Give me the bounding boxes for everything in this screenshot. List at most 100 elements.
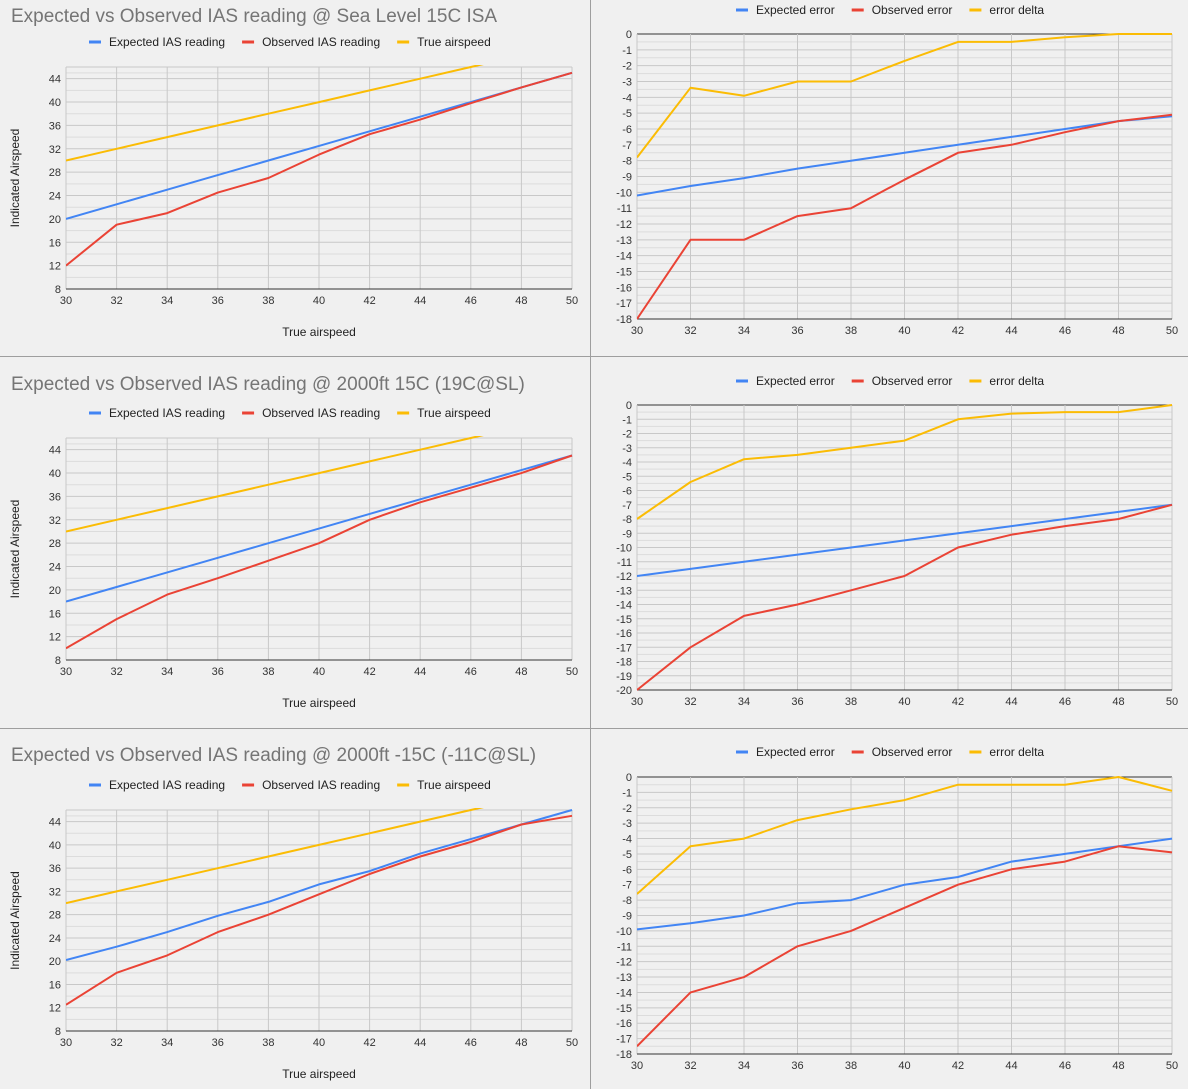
- x-axis-title: True airspeed: [282, 1067, 356, 1081]
- x-tick-label: 32: [684, 696, 696, 708]
- series-line-true-airspeed: [66, 808, 484, 905]
- series-line-error-delta: [637, 776, 1173, 895]
- y-tick-label: -4: [622, 834, 632, 846]
- x-tick-label: 42: [363, 1037, 375, 1049]
- chart-2000ft-15c-ias: 8 12 16 20 24 28 32 36 40 44 30 32 34 36 38 40 42 44 46 48 5…: [8, 406, 578, 710]
- y-tick-label: -7: [622, 500, 632, 512]
- x-tick-label: 42: [952, 696, 964, 708]
- x-tick-label: 32: [684, 325, 696, 337]
- x-tick-label: 32: [110, 295, 122, 307]
- series-line-error-delta: [637, 33, 1172, 159]
- chart-title: Expected vs Observed IAS reading @ Sea L…: [11, 6, 498, 27]
- x-tick-label: 40: [898, 325, 910, 337]
- legend-label-true-airspeed: True airspeed: [417, 778, 491, 792]
- y-tick-label: 8: [55, 1026, 61, 1038]
- x-tick-label: 30: [631, 696, 643, 708]
- legend-label-expected-ias-reading: Expected IAS reading: [109, 406, 225, 420]
- x-tick-label: 42: [363, 295, 375, 307]
- vertical-divider: [590, 0, 591, 1089]
- y-tick-label: 8: [55, 284, 61, 296]
- y-tick-label: 0: [626, 772, 632, 784]
- x-tick-label: 36: [791, 1060, 803, 1072]
- y-tick-label: -17: [616, 298, 632, 310]
- legend-label-expected-error: Expected error: [756, 745, 835, 759]
- y-tick-label: -19: [616, 671, 632, 683]
- y-tick-label: -8: [622, 895, 632, 907]
- x-tick-label: 50: [1166, 1060, 1178, 1072]
- y-tick-label: -8: [622, 156, 632, 168]
- x-tick-label: 48: [1112, 325, 1124, 337]
- series-line-observed-error: [637, 845, 1173, 1048]
- legend-label-expected-ias-reading: Expected IAS reading: [109, 778, 225, 792]
- y-tick-label: -18: [616, 314, 632, 326]
- x-tick-label: 50: [566, 295, 578, 307]
- y-tick-label: -6: [622, 864, 632, 876]
- y-tick-label: -3: [622, 443, 632, 455]
- y-tick-label: -5: [622, 108, 632, 120]
- x-tick-label: 30: [60, 295, 72, 307]
- series-line-true-airspeed: [66, 436, 484, 533]
- y-tick-label: 24: [49, 933, 61, 945]
- y-tick-label: 8: [55, 655, 61, 667]
- series-line-expected-ias-reading: [66, 454, 573, 603]
- x-tick-label: 44: [1005, 325, 1017, 337]
- horizontal-divider: [0, 728, 1188, 729]
- x-tick-label: 44: [414, 666, 426, 678]
- x-tick-label: 32: [684, 1060, 696, 1072]
- y-tick-label: 36: [49, 491, 61, 503]
- y-tick-label: 44: [49, 74, 61, 86]
- y-tick-label: -17: [616, 642, 632, 654]
- x-tick-label: 48: [1112, 696, 1124, 708]
- y-tick-label: 20: [49, 956, 61, 968]
- y-tick-label: -2: [622, 803, 632, 815]
- y-tick-label: 24: [49, 191, 61, 203]
- x-tick-label: 34: [161, 1037, 173, 1049]
- x-tick-label: 44: [1005, 1060, 1017, 1072]
- y-tick-label: -11: [617, 557, 632, 569]
- y-tick-label: 28: [49, 167, 61, 179]
- y-tick-label: 36: [49, 863, 61, 875]
- legend-label-error-delta: error delta: [989, 3, 1044, 17]
- series-line-observed-ias-reading: [66, 71, 573, 267]
- legend-label-observed-ias-reading: Observed IAS reading: [262, 778, 380, 792]
- y-tick-label: 24: [49, 562, 61, 574]
- x-tick-label: 44: [414, 295, 426, 307]
- y-tick-label: -2: [622, 61, 632, 73]
- y-tick-label: -7: [622, 880, 632, 892]
- y-tick-label: -9: [622, 172, 632, 184]
- legend-label-observed-error: Observed error: [872, 3, 953, 17]
- x-tick-label: 30: [631, 325, 643, 337]
- series-line-expected-ias-reading: [66, 809, 573, 961]
- x-tick-label: 38: [845, 325, 857, 337]
- y-tick-label: -11: [617, 203, 632, 215]
- x-tick-label: 40: [313, 666, 325, 678]
- series-line-observed-ias-reading: [66, 814, 573, 1006]
- chart-panel-2000ft-minus15c-error: 0 -1 -2 -3 -4 -5 -6 -7 -8 -9 -10 -11 -12 -13 -14 -15 -16…: [591, 729, 1188, 1089]
- chart-panel-2000ft-minus15c: Expected vs Observed IAS reading @ 2000f…: [0, 729, 590, 1089]
- series-line-observed-ias-reading: [66, 454, 573, 650]
- y-tick-label: -15: [616, 614, 632, 626]
- y-tick-label: -16: [616, 282, 632, 294]
- y-tick-label: 20: [49, 214, 61, 226]
- y-tick-label: -14: [616, 251, 632, 263]
- legend-label-observed-error: Observed error: [872, 745, 953, 759]
- y-tick-label: 16: [49, 237, 61, 249]
- y-tick-label: -10: [616, 543, 632, 555]
- x-tick-label: 38: [845, 696, 857, 708]
- series-line-expected-error: [637, 837, 1173, 931]
- chart-panel-sea-level: Expected vs Observed IAS reading @ Sea L…: [0, 0, 590, 356]
- legend-label-error-delta: error delta: [989, 745, 1044, 759]
- y-tick-label: -20: [616, 685, 632, 697]
- x-tick-label: 38: [262, 1037, 274, 1049]
- y-tick-label: -10: [616, 926, 632, 938]
- x-tick-label: 42: [363, 666, 375, 678]
- y-tick-label: -12: [616, 571, 632, 583]
- y-tick-label: 12: [49, 261, 61, 273]
- x-tick-label: 40: [898, 1060, 910, 1072]
- y-tick-label: 32: [49, 515, 61, 527]
- y-axis-title: Indicated Airspeed: [8, 500, 22, 599]
- chart-panel-2000ft-15c-error: 0 -1 -2 -3 -4 -5 -6 -7 -8 -9 -10 -11 -12 -13 -14 -15 -16…: [591, 357, 1188, 728]
- x-tick-label: 38: [262, 295, 274, 307]
- y-tick-label: 44: [49, 445, 61, 457]
- x-tick-label: 30: [60, 666, 72, 678]
